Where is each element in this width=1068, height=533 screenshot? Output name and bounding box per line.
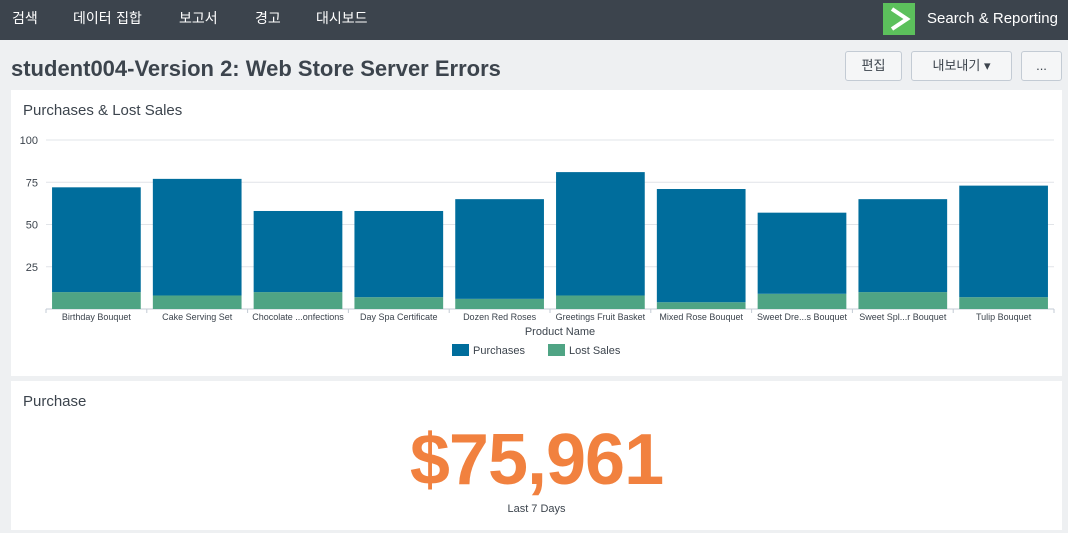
nav-alerts[interactable]: 경고 xyxy=(255,11,281,27)
app-logo-icon[interactable] xyxy=(883,3,915,35)
legend-label-lost-sales: Lost Sales xyxy=(569,345,621,357)
bar-lost-sales xyxy=(656,302,746,309)
x-tick-label: Chocolate ...onfections xyxy=(252,312,344,322)
bar-purchases xyxy=(656,189,746,303)
bar-purchases xyxy=(757,212,847,294)
x-tick-label: Dozen Red Roses xyxy=(463,312,537,322)
purchase-panel-title: Purchase xyxy=(23,393,87,410)
top-nav-bar: 검색 데이터 집합 보고서 경고 대시보드 Search & Reporting xyxy=(0,0,1068,40)
nav-search[interactable]: 검색 xyxy=(12,11,38,27)
bar-purchases xyxy=(52,187,141,293)
bar-lost-sales xyxy=(152,295,242,309)
export-button[interactable]: 내보내기 ▾ xyxy=(911,51,1012,81)
bar-lost-sales xyxy=(959,297,1048,309)
bar-purchases xyxy=(152,178,242,296)
edit-button[interactable]: 편집 xyxy=(845,51,902,81)
y-tick-label: 75 xyxy=(26,177,38,189)
x-tick-label: Day Spa Certificate xyxy=(360,312,438,322)
x-axis-title: Product Name xyxy=(525,326,595,338)
purchase-value[interactable]: $75,961 xyxy=(409,420,664,500)
app-name[interactable]: Search & Reporting xyxy=(927,10,1058,27)
legend-swatch-lost-sales xyxy=(548,344,565,356)
x-tick-label: Tulip Bouquet xyxy=(976,312,1032,322)
chevron-right-icon xyxy=(890,7,911,31)
nav-reports[interactable]: 보고서 xyxy=(179,11,218,27)
bar-purchases xyxy=(455,199,544,299)
bar-lost-sales xyxy=(455,298,544,309)
more-button[interactable]: ... xyxy=(1021,51,1062,81)
bar-lost-sales xyxy=(757,293,847,309)
bar-purchases xyxy=(556,172,645,296)
bar-lost-sales xyxy=(354,297,444,309)
x-tick-label: Cake Serving Set xyxy=(162,312,233,322)
bar-purchases xyxy=(253,210,343,293)
y-tick-label: 100 xyxy=(20,135,38,147)
bar-purchases xyxy=(354,210,444,298)
bar-purchases xyxy=(858,199,948,293)
legend-label-purchases: Purchases xyxy=(473,345,525,357)
chart-panel-title: Purchases & Lost Sales xyxy=(23,102,183,119)
x-tick-label: Mixed Rose Bouquet xyxy=(659,312,743,322)
nav-datasets[interactable]: 데이터 집합 xyxy=(73,11,142,27)
bar-lost-sales xyxy=(253,292,343,309)
legend-swatch-purchases xyxy=(452,344,469,356)
bar-purchases xyxy=(959,185,1048,298)
x-tick-label: Greetings Fruit Basket xyxy=(556,312,646,322)
y-tick-label: 25 xyxy=(26,262,38,274)
y-tick-label: 50 xyxy=(26,220,38,232)
page-title: student004-Version 2: Web Store Server E… xyxy=(11,56,501,81)
purchase-caption: Last 7 Days xyxy=(507,503,566,515)
bar-lost-sales xyxy=(556,295,645,309)
purchases-lost-sales-chart: 25 50 75 100 Birthday Bouquet Cake Serving Se… xyxy=(20,135,1055,357)
x-tick-label: Sweet Dre...s Bouquet xyxy=(757,312,848,322)
nav-dashboards[interactable]: 대시보드 xyxy=(316,11,368,27)
bar-lost-sales xyxy=(858,292,948,309)
chart-panel: Purchases & Lost Sales 25 50 75 100 Birthday… xyxy=(11,90,1062,376)
x-tick-label: Sweet Spl...r Bouquet xyxy=(859,312,947,322)
x-tick-label: Birthday Bouquet xyxy=(62,312,132,322)
bar-lost-sales xyxy=(52,292,141,309)
purchase-panel: Purchase $75,961 Last 7 Days xyxy=(11,381,1062,530)
